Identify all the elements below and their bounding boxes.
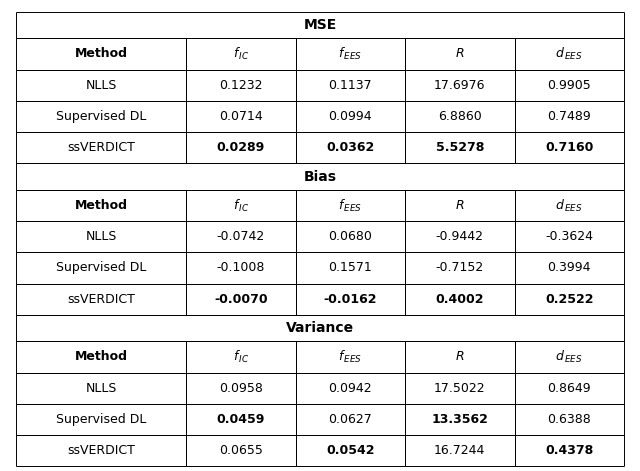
Text: 0.1137: 0.1137: [328, 79, 372, 92]
Text: 13.3562: 13.3562: [431, 413, 488, 426]
Text: ssVERDICT: ssVERDICT: [67, 292, 135, 306]
Text: 0.4002: 0.4002: [436, 292, 484, 306]
Text: Method: Method: [75, 48, 127, 60]
Text: Bias: Bias: [303, 170, 337, 184]
Text: $\it{R}$: $\it{R}$: [455, 350, 465, 364]
Text: 17.6976: 17.6976: [434, 79, 486, 92]
Text: MSE: MSE: [303, 18, 337, 32]
Text: $d_{\,EES}$: $d_{\,EES}$: [556, 197, 583, 213]
Text: ssVERDICT: ssVERDICT: [67, 141, 135, 154]
Text: -0.0070: -0.0070: [214, 292, 268, 306]
Text: 16.7244: 16.7244: [434, 444, 486, 457]
Text: $f_{\,EES}$: $f_{\,EES}$: [339, 197, 362, 213]
Text: 0.4378: 0.4378: [545, 444, 593, 457]
Text: $\it{R}$: $\it{R}$: [455, 48, 465, 60]
Text: 0.0958: 0.0958: [219, 382, 263, 395]
Text: 0.0994: 0.0994: [328, 110, 372, 123]
Text: 0.6388: 0.6388: [547, 413, 591, 426]
Text: NLLS: NLLS: [85, 382, 117, 395]
Text: 5.5278: 5.5278: [436, 141, 484, 154]
Text: 0.1232: 0.1232: [220, 79, 262, 92]
Text: $f_{\,IC}$: $f_{\,IC}$: [233, 197, 249, 213]
Text: -0.3624: -0.3624: [545, 230, 593, 243]
Text: Variance: Variance: [286, 321, 354, 335]
Text: 0.0362: 0.0362: [326, 141, 374, 154]
Text: 0.3994: 0.3994: [548, 261, 591, 275]
Text: 0.0459: 0.0459: [217, 413, 265, 426]
Text: 6.8860: 6.8860: [438, 110, 482, 123]
Text: NLLS: NLLS: [85, 79, 117, 92]
Text: 0.0714: 0.0714: [219, 110, 263, 123]
Text: Supervised DL: Supervised DL: [56, 110, 147, 123]
Text: 0.0627: 0.0627: [328, 413, 372, 426]
Text: 0.1571: 0.1571: [328, 261, 372, 275]
Text: 0.0542: 0.0542: [326, 444, 374, 457]
Text: 0.0680: 0.0680: [328, 230, 372, 243]
Text: Supervised DL: Supervised DL: [56, 261, 147, 275]
Text: 0.7489: 0.7489: [547, 110, 591, 123]
Text: Method: Method: [75, 350, 127, 364]
Text: 0.9905: 0.9905: [547, 79, 591, 92]
Text: 0.0289: 0.0289: [217, 141, 265, 154]
Text: ssVERDICT: ssVERDICT: [67, 444, 135, 457]
Text: -0.0742: -0.0742: [217, 230, 265, 243]
Text: -0.0162: -0.0162: [324, 292, 377, 306]
Text: $f_{\,IC}$: $f_{\,IC}$: [233, 349, 249, 365]
Text: $f_{\,EES}$: $f_{\,EES}$: [339, 46, 362, 62]
Text: $\it{R}$: $\it{R}$: [455, 199, 465, 212]
Text: $f_{\,IC}$: $f_{\,IC}$: [233, 46, 249, 62]
Text: -0.1008: -0.1008: [217, 261, 265, 275]
Text: 0.0655: 0.0655: [219, 444, 263, 457]
Text: 0.7160: 0.7160: [545, 141, 593, 154]
Text: Supervised DL: Supervised DL: [56, 413, 147, 426]
Text: $f_{\,EES}$: $f_{\,EES}$: [339, 349, 362, 365]
Text: -0.7152: -0.7152: [436, 261, 484, 275]
Text: $d_{\,EES}$: $d_{\,EES}$: [556, 46, 583, 62]
Text: -0.9442: -0.9442: [436, 230, 484, 243]
Text: Method: Method: [75, 199, 127, 212]
Text: 17.5022: 17.5022: [434, 382, 486, 395]
Text: 0.8649: 0.8649: [547, 382, 591, 395]
Text: 0.0942: 0.0942: [328, 382, 372, 395]
Text: $d_{\,EES}$: $d_{\,EES}$: [556, 349, 583, 365]
Text: NLLS: NLLS: [85, 230, 117, 243]
Text: 0.2522: 0.2522: [545, 292, 593, 306]
